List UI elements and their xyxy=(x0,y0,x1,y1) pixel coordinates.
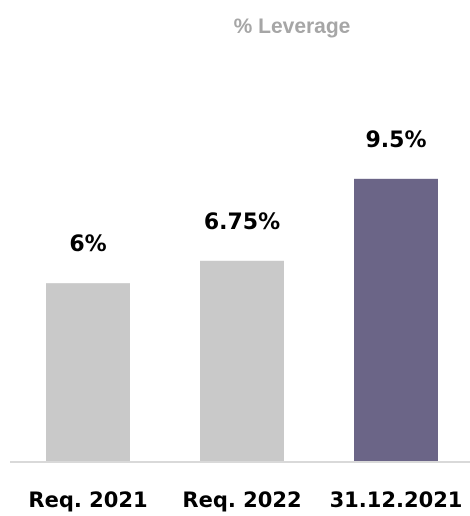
bar-2 xyxy=(200,260,284,462)
chart-title: % Leverage xyxy=(234,15,351,38)
data-label-3: 9.5% xyxy=(365,128,426,153)
x-tick-label-3: 31.12.2021 xyxy=(330,488,463,512)
bars-group xyxy=(46,178,438,462)
data-label-2: 6.75% xyxy=(204,210,280,235)
bar-1 xyxy=(46,283,130,462)
x-tick-labels-group: Req. 2021 Req. 2022 31.12.2021 xyxy=(28,488,462,512)
x-tick-label-2: Req. 2022 xyxy=(182,488,301,512)
data-labels-group: 6% 6.75% 9.5% xyxy=(69,128,426,257)
bar-3 xyxy=(354,178,438,462)
data-label-1: 6% xyxy=(69,232,106,257)
x-tick-label-1: Req. 2021 xyxy=(28,488,147,512)
